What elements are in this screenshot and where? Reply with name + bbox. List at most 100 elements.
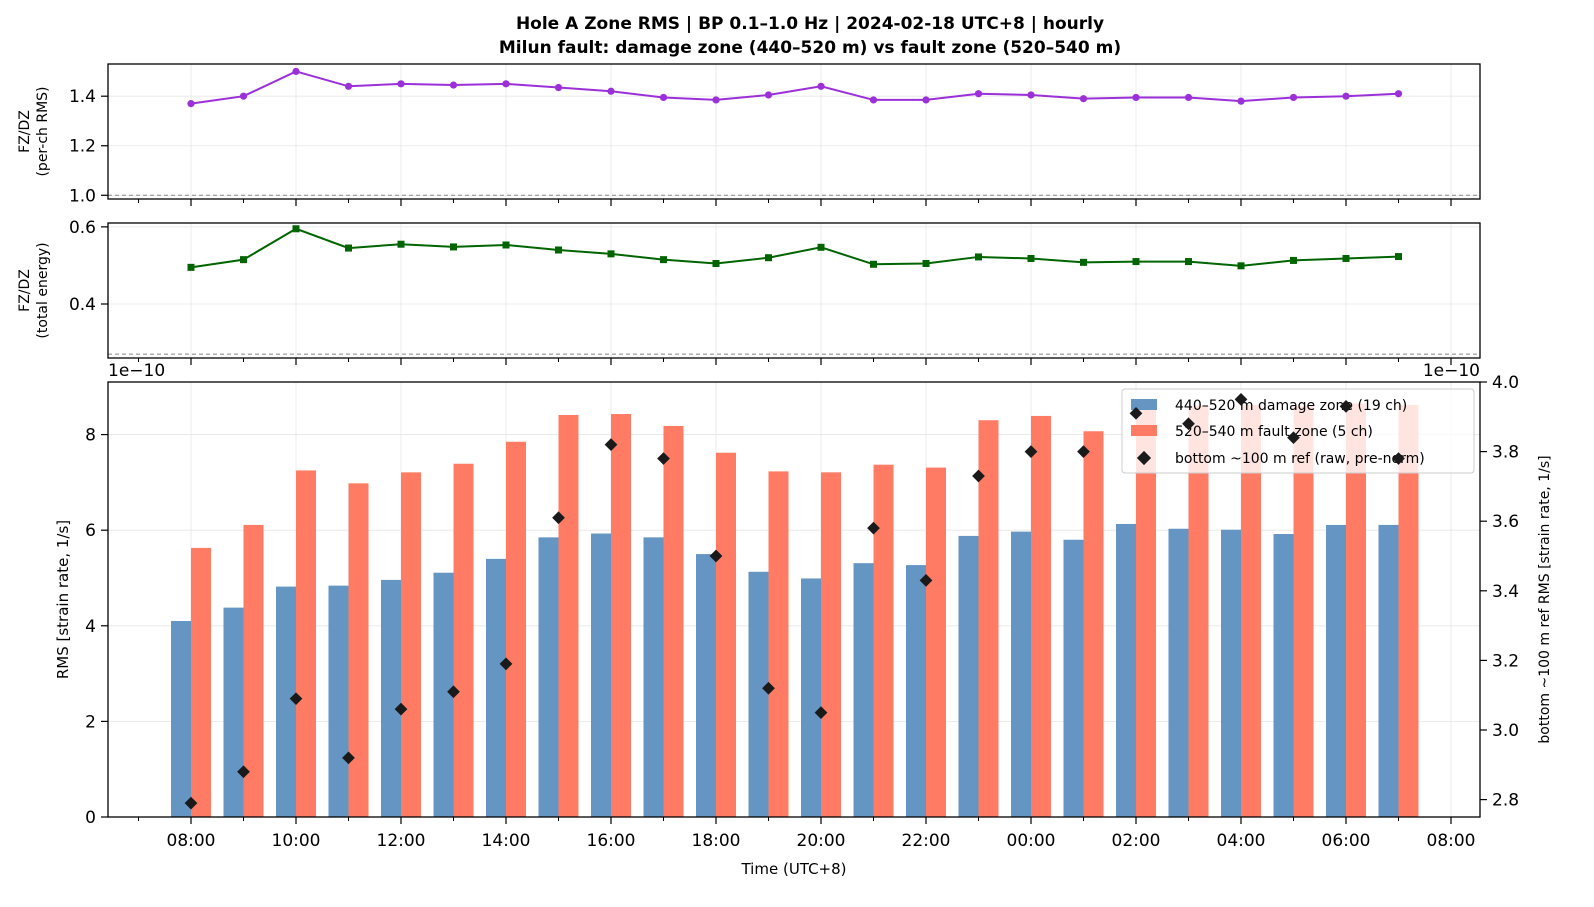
y-tick-label: 1.2 — [69, 137, 96, 157]
damage-zone-bar-01:00 — [1063, 539, 1084, 817]
y-axis-label: RMS [strain rate, 1/s] — [54, 520, 72, 679]
ratio-point-11:00 — [345, 244, 352, 252]
x-axis-label: Time (UTC+8) — [740, 860, 846, 878]
damage-zone-bar-16:00 — [591, 533, 611, 817]
damage-zone-bar-00:00 — [1011, 531, 1031, 817]
fault-zone-bar-16:00 — [611, 414, 631, 817]
fault-zone-bar-19:00 — [768, 471, 789, 817]
y2-tick-label: 3.4 — [1492, 582, 1519, 602]
fault-zone-bar-10:00 — [296, 470, 316, 817]
y2-tick-label: 3.2 — [1492, 651, 1519, 671]
damage-zone-bar-15:00 — [538, 537, 559, 817]
chart-subtitle: Milun fault: damage zone (440–520 m) vs … — [499, 38, 1121, 58]
fault-zone-bar-22:00 — [926, 467, 946, 817]
ratio-series-line — [190, 70, 1399, 105]
ratio-point-06:00 — [1342, 254, 1350, 262]
fault-zone-bar-04:00 — [1241, 404, 1261, 817]
ratio-point-05:00 — [1289, 93, 1298, 102]
x-tick-label: 02:00 — [1112, 831, 1161, 851]
damage-zone-bar-06:00 — [1326, 524, 1346, 817]
ratio-per-channel-panel: 1.0 1.2 1.4 FZ/DZ (per-ch RMS) — [17, 63, 1481, 206]
ratio-point-05:00 — [1290, 256, 1297, 264]
y2-offset-label: 1e−10 — [1423, 361, 1480, 381]
fault-zone-bar-15:00 — [558, 414, 579, 817]
x-tick-label: 10:00 — [272, 831, 321, 851]
fault-zone-bar-20:00 — [821, 472, 841, 817]
ratio-point-16:00 — [607, 250, 615, 258]
ratio-point-01:00 — [1080, 258, 1087, 266]
fault-zone-bar-11:00 — [348, 483, 369, 817]
ratio-point-14:00 — [502, 241, 510, 249]
damage-zone-bar-10:00 — [276, 586, 296, 817]
x-tick-label: 04:00 — [1217, 831, 1266, 851]
ratio-point-23:00 — [974, 90, 983, 98]
legend-label-reference: bottom ~100 m ref (raw, pre-norm) — [1175, 451, 1425, 467]
x-tick-label: 20:00 — [797, 831, 846, 851]
ratio-point-12:00 — [397, 80, 405, 88]
ratio-point-00:00 — [1027, 91, 1035, 99]
fault-zone-bar-07:00 — [1398, 404, 1419, 817]
ratio-point-18:00 — [712, 260, 720, 267]
y-axis-label: (per-ch RMS) — [35, 86, 51, 176]
ratio-total-energy-panel: 0.4 0.6 FZ/DZ (total energy) — [17, 218, 1481, 365]
ratio-point-15:00 — [554, 83, 563, 92]
ratio-point-03:00 — [1184, 93, 1193, 102]
plot-frame — [107, 222, 1481, 359]
y2-tick-label: 3.8 — [1492, 443, 1519, 463]
damage-zone-bar-20:00 — [801, 578, 821, 817]
damage-zone-bar-07:00 — [1378, 524, 1399, 817]
damage-zone-bar-22:00 — [906, 565, 926, 817]
y-tick-label: 1.0 — [69, 186, 96, 206]
chart-title: Hole A Zone RMS | BP 0.1–1.0 Hz | 2024-0… — [516, 14, 1104, 34]
y-axis-label: FZ/DZ — [17, 269, 33, 312]
damage-zone-bar-18:00 — [696, 554, 716, 817]
legend-swatch-fault-zone — [1131, 425, 1157, 436]
ratio-point-13:00 — [450, 243, 457, 251]
ratio-point-13:00 — [449, 81, 458, 89]
fault-zone-bar-14:00 — [506, 441, 526, 817]
y2-tick-label: 4.0 — [1492, 373, 1519, 393]
damage-zone-bar-17:00 — [643, 537, 664, 817]
ratio-point-23:00 — [975, 253, 982, 261]
ratio-series-line — [190, 227, 1399, 269]
fault-zone-bar-00:00 — [1031, 415, 1051, 817]
damage-zone-bar-13:00 — [433, 572, 454, 817]
legend-label-fault-zone: 520–540 m fault zone (5 ch) — [1175, 424, 1373, 440]
ratio-point-22:00 — [922, 260, 930, 267]
y-tick-label: 2 — [85, 712, 96, 732]
fault-zone-bar-09:00 — [243, 524, 264, 817]
damage-zone-bar-19:00 — [748, 571, 769, 817]
y2-tick-label: 3.0 — [1492, 721, 1519, 741]
plot-frame — [107, 381, 1481, 818]
damage-zone-bar-04:00 — [1221, 529, 1241, 817]
ratio-point-09:00 — [239, 92, 248, 100]
ratio-point-03:00 — [1185, 258, 1192, 266]
y-tick-label: 0 — [85, 808, 96, 828]
ratio-point-22:00 — [922, 96, 930, 104]
ratio-point-17:00 — [659, 93, 668, 102]
ratio-point-07:00 — [1394, 90, 1403, 98]
damage-zone-bar-05:00 — [1273, 534, 1294, 817]
x-tick-label: 14:00 — [482, 831, 531, 851]
ratio-point-08:00 — [187, 100, 195, 108]
damage-zone-bar-08:00 — [171, 621, 191, 817]
legend-label-damage-zone: 440–520 m damage zone (19 ch) — [1175, 398, 1407, 414]
ratio-point-20:00 — [817, 82, 825, 90]
ratio-point-16:00 — [607, 87, 615, 95]
x-tick-label: 08:00 — [167, 831, 216, 851]
ratio-point-21:00 — [870, 260, 877, 268]
ratio-point-14:00 — [502, 80, 510, 88]
ratio-point-12:00 — [397, 240, 405, 248]
fault-zone-bar-12:00 — [401, 472, 421, 817]
y-offset-label: 1e−10 — [108, 361, 165, 381]
y-tick-label: 0.6 — [69, 218, 96, 238]
fault-zone-bar-05:00 — [1293, 405, 1314, 817]
legend-swatch-damage-zone — [1131, 399, 1157, 410]
fault-zone-bar-23:00 — [978, 420, 999, 817]
rms-bar-panel: 0 2 4 6 8 08:00 10:00 12:00 14:00 16:00 18:00 20:00… — [54, 361, 1553, 878]
fault-zone-bar-08:00 — [191, 547, 211, 817]
damage-zone-bar-03:00 — [1168, 528, 1189, 817]
fault-zone-bar-21:00 — [873, 464, 894, 817]
ratio-point-18:00 — [712, 96, 720, 104]
